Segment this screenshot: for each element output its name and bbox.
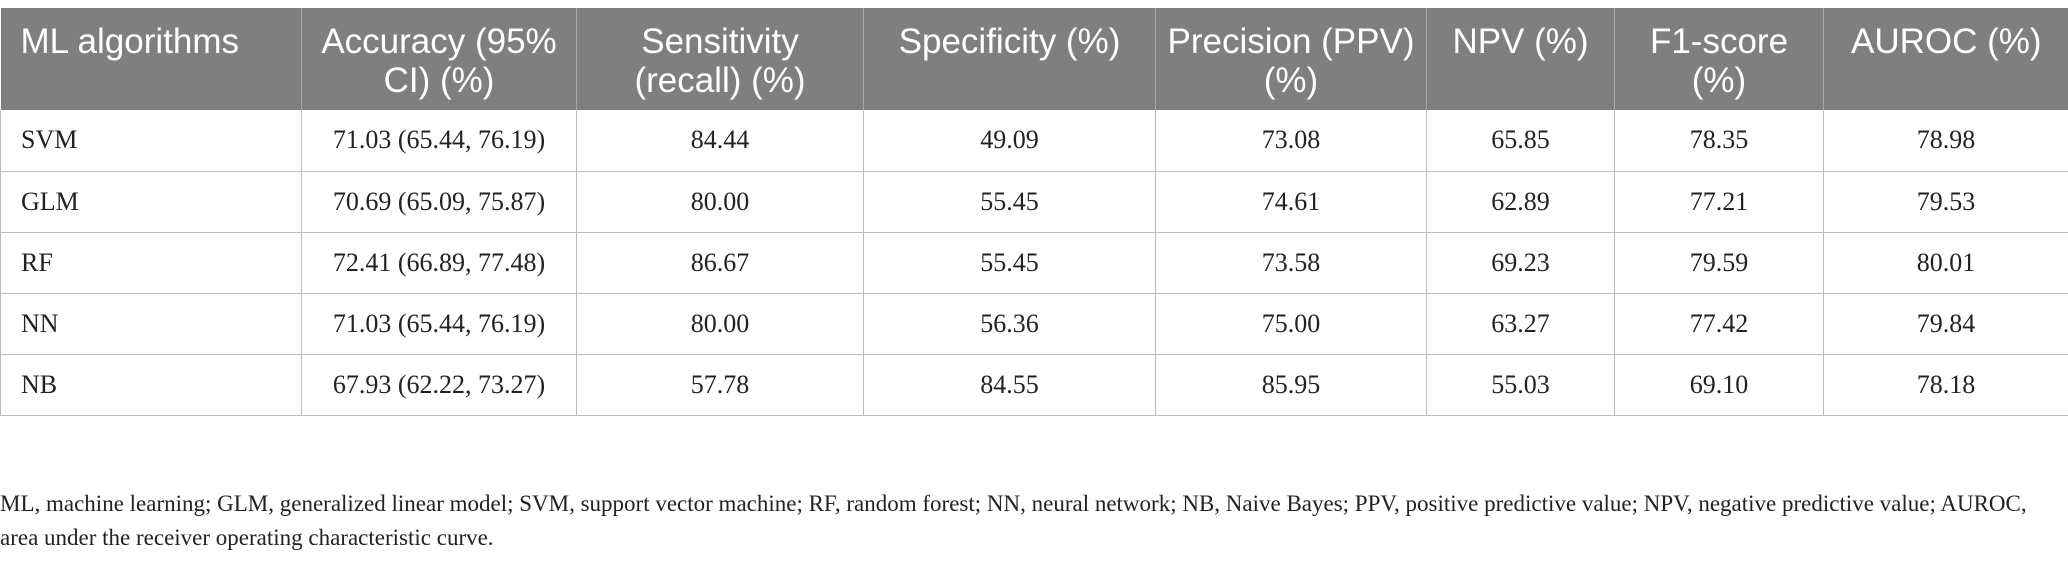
cell-accuracy: 71.03 (65.44, 76.19) [301,110,577,172]
table-row: RF 72.41 (66.89, 77.48) 86.67 55.45 73.5… [0,232,2068,294]
header-accuracy: Accuracy (95% CI) (%) [301,8,577,110]
table-row: SVM 71.03 (65.44, 76.19) 84.44 49.09 73.… [0,110,2068,172]
cell-sensitivity: 86.67 [576,232,864,294]
cell-auroc: 78.18 [1823,354,2068,416]
cell-accuracy: 71.03 (65.44, 76.19) [301,293,577,355]
ml-performance-table: ML algorithms Accuracy (95% CI) (%) Sens… [0,8,2068,416]
cell-f1-score: 79.59 [1614,232,1824,294]
cell-auroc: 78.98 [1823,110,2068,172]
cell-specificity: 49.09 [863,110,1156,172]
cell-accuracy: 67.93 (62.22, 73.27) [301,354,577,416]
cell-npv: 62.89 [1426,171,1615,233]
table-footnote: ML, machine learning; GLM, generalized l… [0,491,2027,550]
cell-auroc: 79.84 [1823,293,2068,355]
cell-algorithm: GLM [0,171,302,233]
table-row: NN 71.03 (65.44, 76.19) 80.00 56.36 75.0… [0,293,2068,355]
cell-f1-score: 78.35 [1614,110,1824,172]
cell-specificity: 56.36 [863,293,1156,355]
cell-npv: 63.27 [1426,293,1615,355]
cell-npv: 55.03 [1426,354,1615,416]
cell-accuracy: 70.69 (65.09, 75.87) [301,171,577,233]
cell-sensitivity: 57.78 [576,354,864,416]
header-specificity: Specificity (%) [863,8,1156,110]
cell-algorithm: NN [0,293,302,355]
cell-auroc: 80.01 [1823,232,2068,294]
cell-algorithm: SVM [0,110,302,172]
cell-accuracy: 72.41 (66.89, 77.48) [301,232,577,294]
cell-precision: 73.08 [1155,110,1427,172]
header-precision: Precision (PPV) (%) [1155,8,1427,110]
header-ml-algorithms: ML algorithms [0,8,302,110]
cell-npv: 65.85 [1426,110,1615,172]
cell-algorithm: RF [0,232,302,294]
table-row: NB 67.93 (62.22, 73.27) 57.78 84.55 85.9… [0,354,2068,416]
cell-precision: 74.61 [1155,171,1427,233]
cell-sensitivity: 80.00 [576,171,864,233]
cell-f1-score: 77.42 [1614,293,1824,355]
cell-specificity: 55.45 [863,171,1156,233]
results-table-container: ML algorithms Accuracy (95% CI) (%) Sens… [0,8,2068,416]
cell-specificity: 84.55 [863,354,1156,416]
cell-algorithm: NB [0,354,302,416]
cell-sensitivity: 84.44 [576,110,864,172]
cell-precision: 85.95 [1155,354,1427,416]
cell-precision: 73.58 [1155,232,1427,294]
cell-specificity: 55.45 [863,232,1156,294]
table-row: GLM 70.69 (65.09, 75.87) 80.00 55.45 74.… [0,171,2068,233]
cell-f1-score: 77.21 [1614,171,1824,233]
header-auroc: AUROC (%) [1823,8,2068,110]
header-npv: NPV (%) [1426,8,1615,110]
header-row: ML algorithms Accuracy (95% CI) (%) Sens… [0,8,2068,110]
cell-npv: 69.23 [1426,232,1615,294]
cell-precision: 75.00 [1155,293,1427,355]
cell-auroc: 79.53 [1823,171,2068,233]
cell-f1-score: 69.10 [1614,354,1824,416]
header-sensitivity: Sensitivity (recall) (%) [576,8,864,110]
header-f1-score: F1-score (%) [1614,8,1824,110]
cell-sensitivity: 80.00 [576,293,864,355]
